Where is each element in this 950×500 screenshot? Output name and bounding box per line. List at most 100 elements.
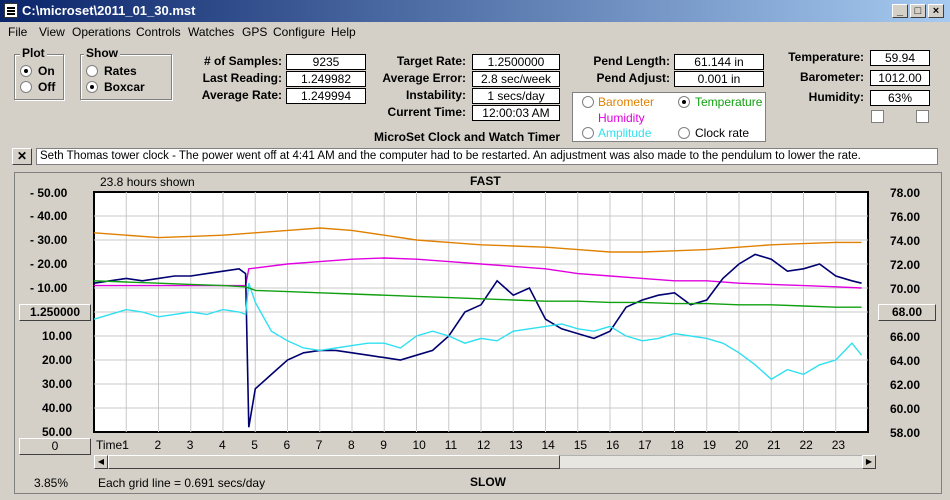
x-tick-label: 4	[219, 438, 226, 452]
humidity-checkbox-1[interactable]	[871, 110, 884, 123]
show-rates-label: Rates	[104, 64, 137, 78]
menu-view[interactable]: View	[39, 25, 65, 39]
plot-off-radio[interactable]	[20, 81, 32, 93]
window-title: C:\microset\2011_01_30.mst	[22, 3, 196, 18]
show-group-title: Show	[84, 46, 120, 60]
scroll-left-button[interactable]: ◀	[94, 455, 108, 469]
amplitude-radio[interactable]	[582, 127, 594, 139]
show-boxcar-radio[interactable]	[86, 81, 98, 93]
app-icon	[4, 3, 18, 18]
humidity-label: Humidity:	[808, 90, 864, 104]
left-tick-label: 20.00	[42, 353, 73, 367]
minimize-button[interactable]: _	[892, 4, 908, 18]
target-rate-value[interactable]: 1.2500000	[472, 54, 560, 70]
x-tick-label: 23	[831, 438, 846, 452]
percent-value: 3.85%	[34, 476, 69, 490]
left-tick-label: - 10.00	[30, 281, 68, 295]
menu-help[interactable]: Help	[331, 25, 356, 39]
average-rate-label: Average Rate:	[201, 88, 282, 102]
temperature-radio[interactable]	[678, 96, 690, 108]
menu-configure[interactable]: Configure	[273, 25, 326, 39]
rate-series-line	[93, 253, 862, 428]
close-button[interactable]: ×	[928, 4, 944, 18]
average-rate-value: 1.249994	[286, 88, 366, 104]
last-reading-value: 1.249982	[286, 71, 366, 87]
last-reading-label: Last Reading:	[202, 71, 282, 85]
maximize-button[interactable]: □	[910, 4, 926, 18]
temperature-label: Temperature:	[788, 50, 864, 64]
pend-adjust-value[interactable]: 0.001 in	[674, 71, 764, 87]
x-tick-label: 15	[573, 438, 588, 452]
pend-adjust-label: Pend Adjust:	[596, 71, 670, 85]
left-tick-label: 50.00	[42, 425, 73, 439]
bottom-left-button[interactable]: 0	[19, 438, 91, 455]
menu-bar: File View Operations Controls Watches GP…	[0, 22, 950, 42]
right-value-button[interactable]: 68.00	[878, 304, 936, 321]
humidity-value: 63%	[870, 90, 930, 106]
plot-on-label: On	[38, 64, 55, 78]
left-tick-label: - 30.00	[30, 233, 68, 247]
x-tick-label: 18	[670, 438, 684, 452]
x-tick-label: 10	[412, 438, 426, 452]
left-tick-label: 30.00	[42, 377, 73, 391]
left-tick-label: 10.00	[42, 329, 73, 343]
series-select-box	[572, 92, 766, 142]
x-tick-label: 6	[283, 438, 291, 452]
temperature-series-line	[93, 280, 862, 308]
title-bar: C:\microset\2011_01_30.mst _ □ ×	[0, 0, 950, 22]
menu-gps[interactable]: GPS	[242, 25, 268, 39]
barometer-value: 1012.00	[870, 70, 930, 86]
show-rates-radio[interactable]	[86, 65, 98, 77]
humidity-checkbox-2[interactable]	[916, 110, 929, 123]
show-group	[80, 54, 172, 100]
temperature-value: 59.94	[870, 50, 930, 66]
right-tick-label: 60.00	[890, 402, 921, 416]
hours-shown: 23.8 hours shown	[100, 175, 195, 189]
x-tick-label: 11	[444, 438, 458, 452]
menu-controls[interactable]: Controls	[136, 25, 181, 39]
x-tick-label: 3	[186, 438, 194, 452]
current-time-label: Current Time:	[387, 105, 466, 119]
pend-length-label: Pend Length:	[593, 54, 670, 68]
barometer-option[interactable]: Barometer	[598, 95, 655, 109]
left-tick-label: - 40.00	[30, 209, 68, 223]
plot-on-radio[interactable]	[20, 65, 32, 77]
target-rate-label: Target Rate:	[396, 54, 466, 68]
fast-label: FAST	[470, 174, 501, 188]
average-error-value: 2.8 sec/week	[472, 71, 560, 87]
scroll-thumb[interactable]	[108, 455, 560, 469]
amplitude-series-line	[93, 282, 863, 381]
menu-operations[interactable]: Operations	[72, 25, 131, 39]
menu-file[interactable]: File	[8, 25, 28, 39]
temperature-option[interactable]: Temperature	[695, 95, 763, 109]
left-value-button[interactable]: 1.250000	[19, 304, 91, 321]
left-tick-label: - 20.00	[30, 257, 68, 271]
app-caption: MicroSet Clock and Watch Timer	[374, 130, 561, 144]
right-tick-label: 64.00	[890, 354, 921, 368]
x-tick-label: 19	[702, 438, 717, 452]
right-tick-label: 66.00	[890, 330, 921, 344]
left-tick-label: 40.00	[42, 401, 73, 415]
amplitude-option[interactable]: Amplitude	[598, 126, 652, 140]
right-tick-label: 70.00	[890, 282, 921, 296]
plot-group-title: Plot	[20, 46, 47, 60]
x-tick-label: 13	[509, 438, 523, 452]
menu-watches[interactable]: Watches	[188, 25, 235, 39]
x-tick-label: 22	[799, 438, 813, 452]
x-tick-label: 1	[122, 438, 129, 452]
instability-value: 1 secs/day	[472, 88, 560, 104]
scroll-right-button[interactable]: ▶	[862, 455, 876, 469]
x-tick-label: 20	[735, 438, 749, 452]
barometer-series-line	[93, 227, 862, 253]
note-field[interactable]: Seth Thomas tower clock - The power went…	[36, 148, 938, 165]
samples-label: # of Samples:	[203, 54, 282, 68]
clock-rate-option[interactable]: Clock rate	[695, 126, 750, 140]
pend-length-value[interactable]: 61.144 in	[674, 54, 764, 70]
clear-note-button[interactable]: ✕	[12, 148, 32, 165]
barometer-radio[interactable]	[582, 96, 594, 108]
x-tick-label: 9	[380, 438, 387, 452]
humidity-option[interactable]: Humidity	[598, 111, 645, 125]
clock-rate-radio[interactable]	[678, 127, 690, 139]
plot-panel	[14, 172, 942, 494]
x-tick-label: 8	[348, 438, 355, 452]
